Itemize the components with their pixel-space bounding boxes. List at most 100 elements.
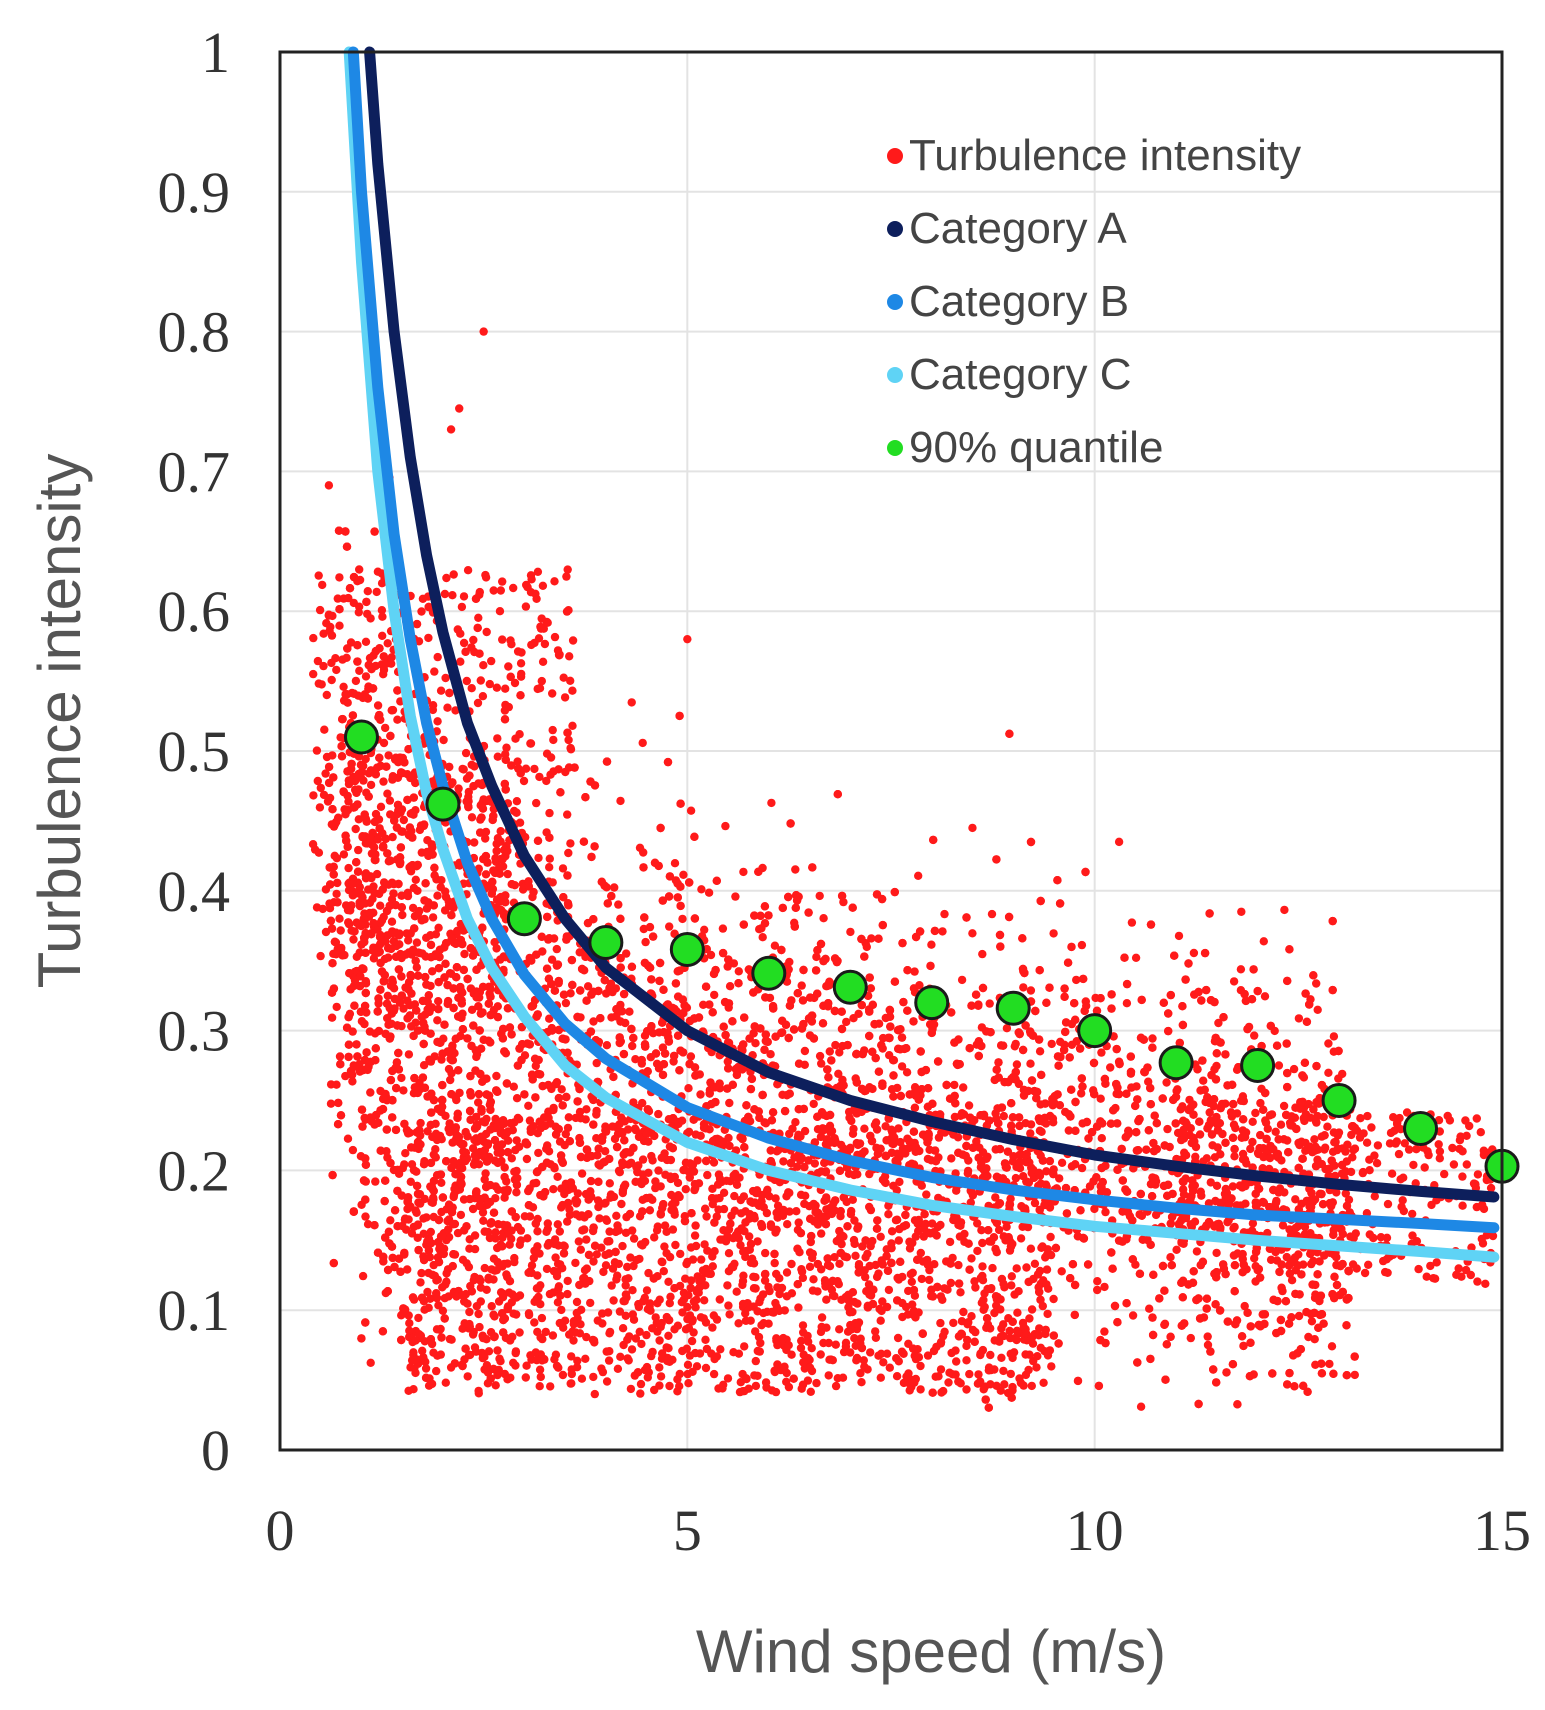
scatter-point: [386, 732, 394, 740]
scatter-point: [878, 1082, 886, 1090]
scatter-point: [910, 967, 918, 975]
scatter-point: [394, 1049, 402, 1057]
scatter-point: [764, 911, 772, 919]
scatter-point: [882, 1014, 890, 1022]
scatter-point: [375, 754, 383, 762]
scatter-point: [836, 1167, 844, 1175]
scatter-point: [1162, 1078, 1170, 1086]
scatter-point: [1060, 1046, 1068, 1054]
scatter-point: [666, 872, 674, 880]
scatter-point: [1285, 1369, 1293, 1377]
scatter-point: [1118, 1145, 1126, 1153]
scatter-point: [578, 965, 586, 973]
scatter-point: [616, 1017, 624, 1025]
scatter-point: [487, 1011, 495, 1019]
scatter-point: [393, 1187, 401, 1195]
scatter-point: [865, 1032, 873, 1040]
scatter-point: [1138, 996, 1146, 1004]
scatter-point: [344, 918, 352, 926]
scatter-point: [1233, 1400, 1241, 1408]
scatter-point: [1283, 1083, 1291, 1091]
scatter-point: [614, 900, 622, 908]
scatter-point: [359, 1272, 367, 1280]
scatter-point: [1254, 987, 1262, 995]
scatter-point: [1027, 838, 1035, 846]
scatter-point: [1101, 1208, 1109, 1216]
scatter-point: [350, 1207, 358, 1215]
scatter-point: [1261, 992, 1269, 1000]
scatter-point: [1205, 909, 1213, 917]
scatter-point: [785, 1034, 793, 1042]
scatter-point: [1098, 1119, 1106, 1127]
scatter-point: [978, 950, 986, 958]
scatter-point: [475, 1090, 483, 1098]
scatter-point: [705, 1000, 713, 1008]
scatter-point: [1007, 1099, 1015, 1107]
scatter-point: [1123, 980, 1131, 988]
scatter-point: [787, 996, 795, 1004]
scatter-point: [344, 864, 352, 872]
scatter-point: [849, 904, 857, 912]
scatter-point: [1066, 1053, 1074, 1061]
scatter-point: [782, 1021, 790, 1029]
scatter-point: [1201, 1086, 1209, 1094]
scatter-point: [493, 847, 501, 855]
scatter-point: [967, 1002, 975, 1010]
scatter-point: [434, 997, 442, 1005]
scatter-point: [1206, 1347, 1214, 1355]
scatter-point: [1310, 1309, 1318, 1317]
scatter-point: [513, 1094, 521, 1102]
scatter-point: [374, 1249, 382, 1257]
scatter-point: [1248, 995, 1256, 1003]
scatter-point: [951, 1092, 959, 1100]
scatter-point: [1261, 1089, 1269, 1097]
scatter-point: [1031, 1007, 1039, 1015]
scatter-point: [659, 1071, 667, 1079]
scatter-point: [1282, 1297, 1290, 1305]
scatter-point: [1062, 1018, 1070, 1026]
scatter-point: [1019, 965, 1027, 973]
scatter-point: [1056, 899, 1064, 907]
scatter-point: [1090, 1090, 1098, 1098]
scatter-point: [344, 843, 352, 851]
scatter-point: [581, 793, 589, 801]
scatter-point: [1029, 1032, 1037, 1040]
scatter-point: [467, 944, 475, 952]
scatter-point: [377, 1147, 385, 1155]
scatter-point: [435, 978, 443, 986]
scatter-point: [532, 1062, 540, 1070]
scatter-point: [709, 1008, 717, 1016]
scatter-point: [439, 1193, 447, 1201]
scatter-point: [1190, 949, 1198, 957]
scatter-point: [1277, 1316, 1285, 1324]
scatter-point: [1160, 1182, 1168, 1190]
scatter-point: [914, 872, 922, 880]
scatter-point: [1301, 989, 1309, 997]
scatter-point: [641, 1040, 649, 1048]
scatter-point: [724, 955, 732, 963]
scatter-point: [1228, 1081, 1236, 1089]
scatter-point: [1115, 1058, 1123, 1066]
scatter-point: [917, 1047, 925, 1055]
scatter-point: [761, 902, 769, 910]
scatter-point: [842, 1018, 850, 1026]
scatter-point: [386, 1004, 394, 1012]
scatter-point: [885, 1034, 893, 1042]
scatter-point: [548, 1024, 556, 1032]
scatter-point: [1042, 999, 1050, 1007]
scatter-point: [966, 1044, 974, 1052]
scatter-point: [1078, 1074, 1086, 1082]
scatter-point: [901, 1211, 909, 1219]
scatter-point: [1115, 1236, 1123, 1244]
scatter-point: [639, 739, 647, 747]
scatter-point: [328, 1171, 336, 1179]
scatter-point: [784, 893, 792, 901]
scatter-point: [1247, 1322, 1255, 1330]
scatter-point: [909, 1017, 917, 1025]
scatter-point: [711, 1098, 719, 1106]
scatter-point: [589, 1120, 597, 1128]
scatter-point: [661, 1049, 669, 1057]
scatter-point: [437, 1333, 445, 1341]
scatter-point: [819, 1019, 827, 1027]
scatter-point: [1053, 876, 1061, 884]
